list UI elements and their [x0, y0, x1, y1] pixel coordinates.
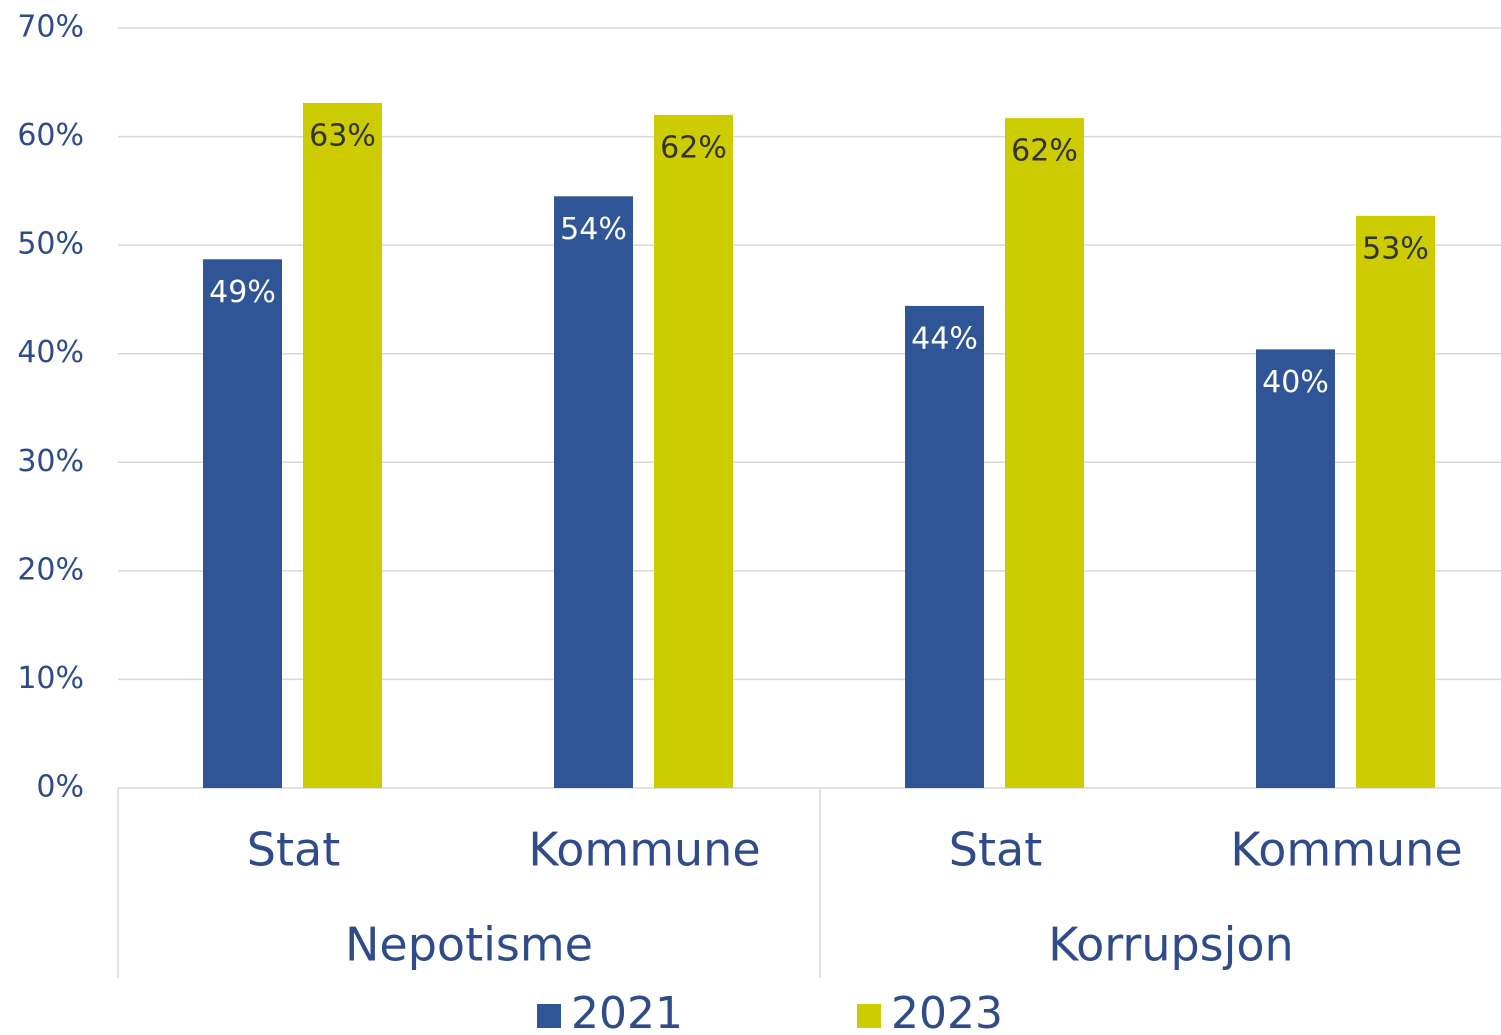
y-tick-label: 40% — [17, 335, 84, 370]
bar — [1256, 349, 1335, 788]
value-label: 53% — [1362, 231, 1429, 266]
bar — [203, 259, 282, 788]
y-tick-label: 0% — [36, 770, 84, 805]
value-label: 63% — [309, 118, 376, 153]
bar — [1356, 215, 1435, 789]
legend-label: 2021 — [571, 988, 683, 1035]
legend-swatch — [537, 1004, 561, 1028]
x-tick-label: Stat — [949, 823, 1042, 877]
bar — [303, 102, 382, 788]
bar — [554, 196, 633, 789]
legend-label: 2023 — [891, 988, 1003, 1035]
y-tick-label: 10% — [17, 661, 84, 696]
y-tick-label: 20% — [17, 552, 84, 587]
group-label: Korrupsjon — [1048, 918, 1293, 972]
x-tick-label: Kommune — [1230, 823, 1462, 877]
value-label: 54% — [560, 212, 627, 247]
value-label: 40% — [1262, 365, 1329, 400]
y-tick-label: 30% — [17, 444, 84, 479]
y-tick-label: 60% — [17, 118, 84, 153]
legend-swatch — [857, 1004, 881, 1028]
group-label: Nepotisme — [345, 918, 593, 972]
value-label: 62% — [1011, 134, 1078, 169]
value-label: 44% — [911, 321, 978, 356]
x-tick-label: Stat — [247, 823, 340, 877]
y-tick-label: 50% — [17, 227, 84, 262]
bar — [905, 305, 984, 788]
y-tick-label: 70% — [17, 10, 84, 45]
value-label: 62% — [660, 130, 727, 165]
value-label: 49% — [209, 275, 276, 310]
bar — [1005, 118, 1084, 789]
x-tick-label: Kommune — [528, 823, 760, 877]
bar — [654, 114, 733, 789]
